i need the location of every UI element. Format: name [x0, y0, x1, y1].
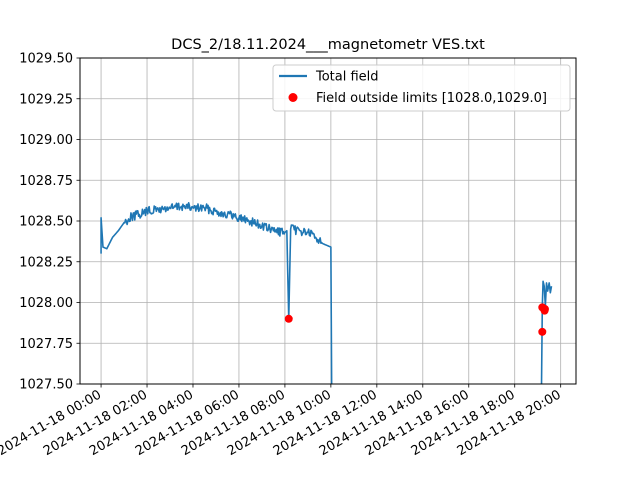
- y-tick-label: 1029.50: [19, 52, 73, 67]
- plot-series: [100, 202, 553, 384]
- legend-label-outside-limits: Field outside limits [1028.0,1029.0]: [316, 91, 547, 106]
- chart-title: DCS_2/18.11.2024___magnetometr VES.txt: [171, 37, 485, 53]
- outlier-point: [540, 305, 549, 314]
- y-tick-label: 1028.75: [19, 174, 73, 189]
- y-tick-label: 1028.25: [19, 255, 73, 270]
- outlier-point: [538, 327, 547, 336]
- y-tick-label: 1028.50: [19, 215, 73, 230]
- y-tick-label: 1028.00: [19, 296, 73, 311]
- legend: Total field Field outside limits [1028.0,…: [272, 64, 571, 112]
- legend-box: [272, 64, 571, 112]
- legend-marker-swatch: [288, 93, 298, 102]
- y-tick-label: 1029.25: [19, 92, 73, 107]
- outlier-point: [284, 314, 293, 323]
- series-line-total-field: [540, 280, 553, 384]
- y-tick-label: 1029.00: [19, 133, 73, 148]
- series-line-total-field: [100, 202, 333, 384]
- legend-label-total-field: Total field: [315, 70, 379, 85]
- y-tick-label: 1027.50: [19, 378, 73, 393]
- y-tick-label: 1027.75: [19, 337, 73, 352]
